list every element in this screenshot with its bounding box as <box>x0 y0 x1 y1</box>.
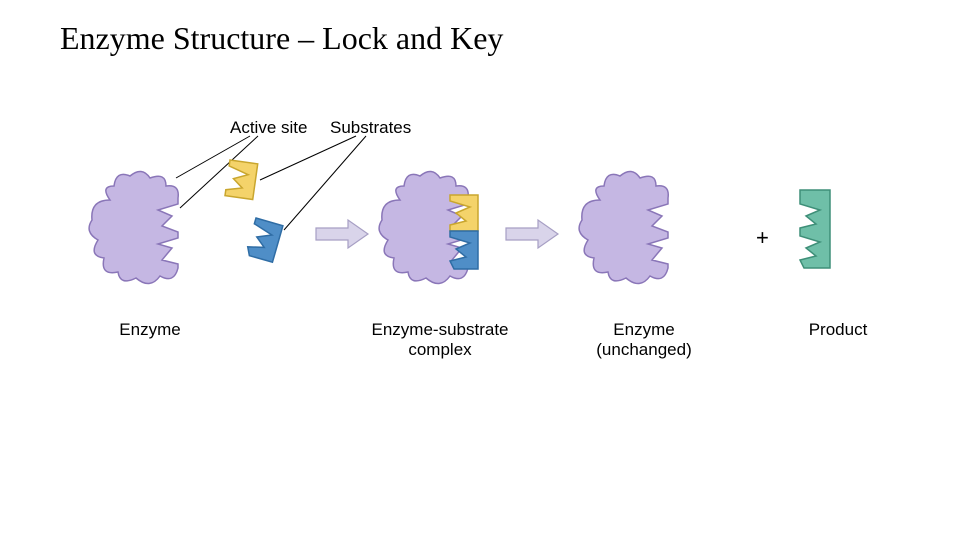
pointer-lines <box>176 136 366 230</box>
stage2 <box>379 171 478 283</box>
stage3-product <box>800 190 830 268</box>
page-title: Enzyme Structure – Lock and Key <box>60 20 503 57</box>
stage1 <box>89 160 283 284</box>
diagram-svg <box>60 100 900 420</box>
stage3-enzyme <box>579 171 668 283</box>
arrow-1 <box>316 220 368 248</box>
arrow-2 <box>506 220 558 248</box>
